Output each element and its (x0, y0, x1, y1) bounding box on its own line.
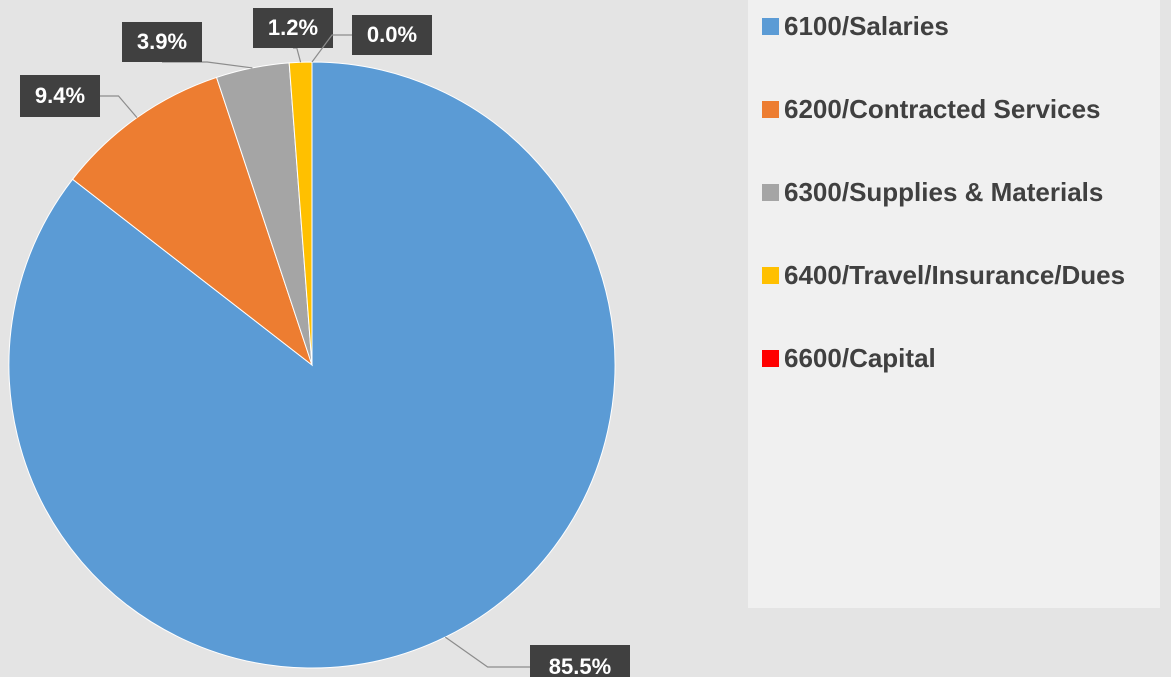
legend-swatch (762, 101, 779, 118)
legend-item: 6100/Salaries (762, 10, 1160, 43)
leader-line (293, 47, 302, 63)
legend-item: 6400/Travel/Insurance/Dues (762, 259, 1160, 292)
legend-swatch (762, 184, 779, 201)
label-box (253, 8, 333, 48)
legend-item: 6300/Supplies & Materials (762, 176, 1160, 209)
label-box (530, 645, 630, 677)
leader-line (100, 95, 138, 119)
legend-swatch (762, 18, 779, 35)
legend-swatch (762, 350, 779, 367)
leader-line (162, 61, 253, 69)
legend-item: 6600/Capital (762, 342, 1160, 375)
pie-slice (71, 76, 313, 367)
data-label: 1.2% (268, 15, 318, 40)
legend-label: 6200/Contracted Services (784, 94, 1101, 124)
legend-item: 6200/Contracted Services (762, 93, 1160, 126)
label-box (122, 22, 202, 62)
data-label: 0.0% (367, 22, 417, 47)
label-box (352, 15, 432, 55)
data-label: 3.9% (137, 29, 187, 54)
legend-label: 6300/Supplies & Materials (784, 177, 1104, 207)
legend: 6100/Salaries 6200/Contracted Services 630… (748, 0, 1160, 608)
data-label: 9.4% (35, 83, 85, 108)
legend-label: 6400/Travel/Insurance/Dues (784, 260, 1126, 290)
chart: 85.5% 9.4% 3.9% 1.2% 0.0% (8, 8, 630, 677)
legend-label: 6600/Capital (784, 343, 936, 373)
legend-swatch (762, 267, 779, 284)
leader-line (311, 34, 352, 63)
label-box (20, 75, 100, 117)
leader-line (444, 636, 530, 668)
legend-label: 6100/Salaries (784, 11, 949, 41)
data-label: 85.5% (549, 654, 611, 677)
